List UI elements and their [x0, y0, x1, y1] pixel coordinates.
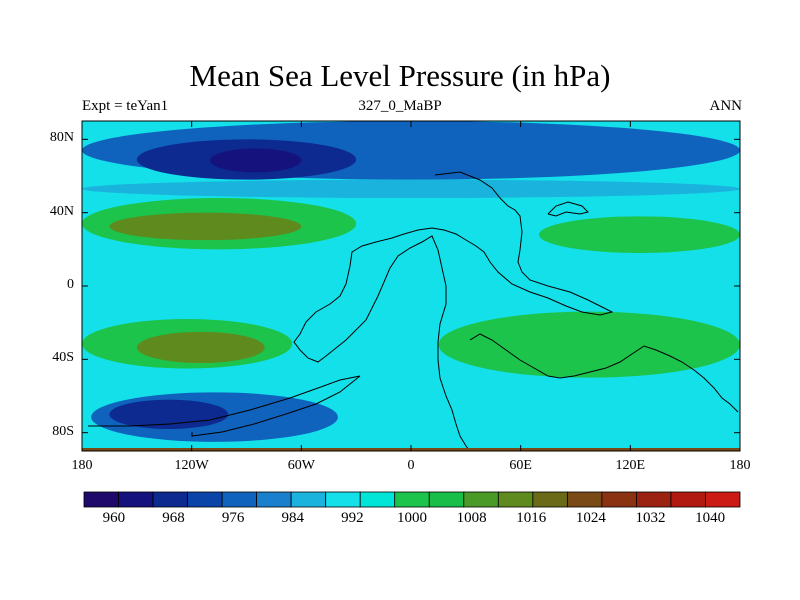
colorbar-swatch: [359, 491, 396, 508]
colorbar-swatch: [428, 491, 465, 508]
x-tick-label: 60E: [509, 458, 532, 473]
chart-title: Mean Sea Level Pressure (in hPa): [189, 58, 611, 93]
contour-east-south-high: [438, 311, 740, 378]
colorbar-swatch: [497, 491, 534, 508]
colorbar-tick-label: 1024: [575, 510, 606, 526]
colorbar-tick-label: 992: [341, 510, 364, 526]
colorbar-tick-label: 1008: [456, 510, 487, 526]
colorbar-swatch: [463, 491, 499, 508]
colorbar-swatch: [118, 491, 154, 508]
colorbar-tick-label: 1016: [516, 510, 547, 526]
colorbar-swatch: [325, 491, 361, 508]
colorbar-swatch: [566, 491, 603, 508]
contour-east-north-high: [538, 216, 740, 254]
y-tick-label: 0: [67, 277, 74, 292]
contour-south-core-low: [109, 399, 229, 430]
x-tick-label: 120E: [615, 458, 646, 473]
colorbar-tick-label: 1032: [635, 510, 666, 526]
colorbar-swatch: [670, 491, 706, 508]
x-tick-label: 180: [729, 458, 751, 473]
y-tick-label: 40S: [52, 350, 74, 366]
coastline-southwest: [88, 375, 361, 437]
colorbar-swatch: [187, 491, 223, 508]
colorbar-tick-label: 976: [221, 510, 245, 526]
coastline-outline: [293, 171, 614, 451]
x-tick-label: 60W: [287, 458, 315, 473]
colorbar-swatch: [636, 491, 672, 508]
colorbar-swatch: [221, 491, 258, 508]
colorbar-tick-label: 968: [162, 510, 185, 526]
x-tick-label: 180: [71, 458, 93, 473]
coastline-south: [469, 333, 739, 413]
subtitle-season: ANN: [709, 98, 743, 114]
colorbar-swatch: [290, 491, 327, 508]
contour-north-core-low: [209, 148, 302, 173]
colorbar-swatch: [256, 491, 292, 508]
colorbar-swatch: [83, 491, 119, 508]
y-tick-label: 80S: [52, 423, 74, 439]
colorbar-tick-label: 1000: [397, 510, 427, 526]
y-tick-label: 40N: [49, 203, 74, 219]
colorbar-swatch: [705, 491, 741, 508]
contour-south-high-core: [136, 331, 265, 363]
colorbar-swatch: [152, 491, 188, 508]
colorbar-tick-label: 1040: [695, 510, 726, 526]
x-tick-label: 0: [407, 458, 415, 473]
colorbar-tick-label: 984: [281, 510, 304, 526]
coastline-island: [547, 201, 589, 217]
subtitle-period: 327_0_MaBP: [358, 98, 442, 114]
colorbar-swatch: [394, 491, 430, 508]
colorbar-tick-label: 960: [102, 510, 126, 526]
colorbar-swatch: [532, 491, 568, 508]
contour-north-high-core: [109, 212, 302, 241]
contour-north-subpolar-band: [82, 179, 740, 198]
subtitle-experiment: Expt = teYan1: [82, 98, 169, 114]
colorbar-swatch: [601, 491, 637, 508]
y-tick-label: 80N: [49, 130, 74, 146]
x-tick-label: 120W: [174, 458, 209, 473]
